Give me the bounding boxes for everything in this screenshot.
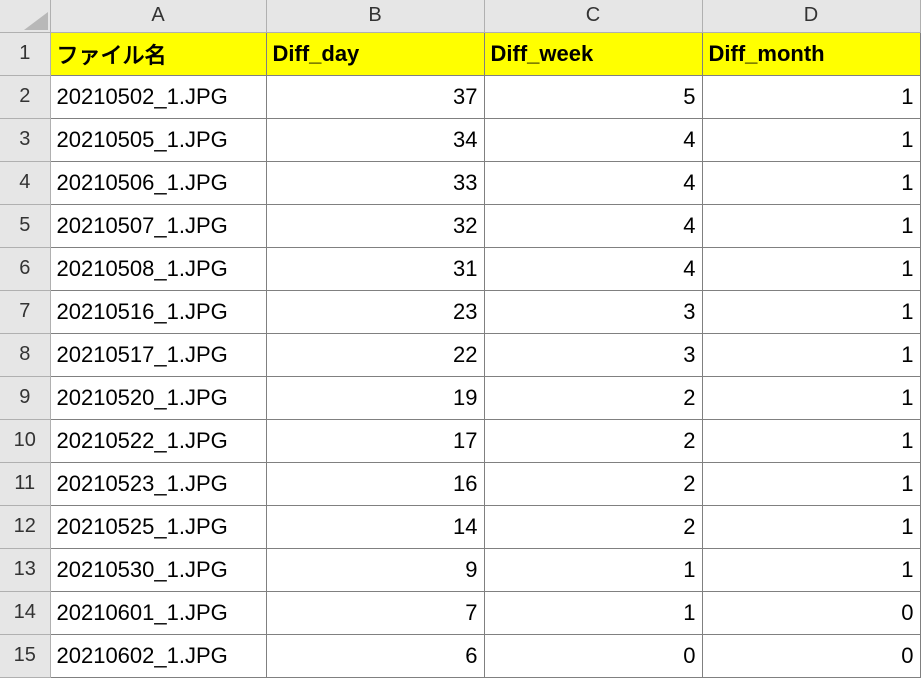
header-cell-diff-month[interactable]: Diff_month — [702, 32, 920, 75]
column-header-row: A B C D — [0, 0, 920, 32]
cell-filename[interactable]: 20210530_1.JPG — [50, 548, 266, 591]
cell-filename[interactable]: 20210601_1.JPG — [50, 591, 266, 634]
table-row: 5 20210507_1.JPG 32 4 1 — [0, 204, 920, 247]
cell-diff-month[interactable]: 1 — [702, 75, 920, 118]
cell-diff-day[interactable]: 34 — [266, 118, 484, 161]
cell-diff-day[interactable]: 33 — [266, 161, 484, 204]
row-head[interactable]: 2 — [0, 75, 50, 118]
cell-diff-week[interactable]: 1 — [484, 548, 702, 591]
row-head[interactable]: 13 — [0, 548, 50, 591]
cell-diff-day[interactable]: 6 — [266, 634, 484, 677]
table-row: 15 20210602_1.JPG 6 0 0 — [0, 634, 920, 677]
header-cell-diff-week[interactable]: Diff_week — [484, 32, 702, 75]
cell-filename[interactable]: 20210522_1.JPG — [50, 419, 266, 462]
cell-diff-day[interactable]: 22 — [266, 333, 484, 376]
cell-diff-week[interactable]: 2 — [484, 462, 702, 505]
select-all-corner[interactable] — [0, 0, 50, 32]
cell-diff-week[interactable]: 1 — [484, 591, 702, 634]
cell-diff-day[interactable]: 37 — [266, 75, 484, 118]
cell-filename[interactable]: 20210523_1.JPG — [50, 462, 266, 505]
table-row: 2 20210502_1.JPG 37 5 1 — [0, 75, 920, 118]
col-head-B[interactable]: B — [266, 0, 484, 32]
row-head[interactable]: 5 — [0, 204, 50, 247]
cell-diff-week[interactable]: 3 — [484, 333, 702, 376]
cell-diff-month[interactable]: 1 — [702, 118, 920, 161]
cell-diff-day[interactable]: 7 — [266, 591, 484, 634]
cell-diff-week[interactable]: 2 — [484, 376, 702, 419]
row-head[interactable]: 14 — [0, 591, 50, 634]
cell-filename[interactable]: 20210516_1.JPG — [50, 290, 266, 333]
cell-diff-week[interactable]: 3 — [484, 290, 702, 333]
cell-filename[interactable]: 20210520_1.JPG — [50, 376, 266, 419]
row-head-1[interactable]: 1 — [0, 32, 50, 75]
table-row: 12 20210525_1.JPG 14 2 1 — [0, 505, 920, 548]
table-row: 3 20210505_1.JPG 34 4 1 — [0, 118, 920, 161]
row-head[interactable]: 7 — [0, 290, 50, 333]
cell-diff-week[interactable]: 4 — [484, 118, 702, 161]
table-row: 9 20210520_1.JPG 19 2 1 — [0, 376, 920, 419]
table-row: 10 20210522_1.JPG 17 2 1 — [0, 419, 920, 462]
cell-diff-week[interactable]: 4 — [484, 161, 702, 204]
table-row: 1 ファイル名 Diff_day Diff_week Diff_month — [0, 32, 920, 75]
cell-filename[interactable]: 20210508_1.JPG — [50, 247, 266, 290]
cell-diff-month[interactable]: 1 — [702, 247, 920, 290]
cell-diff-month[interactable]: 0 — [702, 591, 920, 634]
col-head-A[interactable]: A — [50, 0, 266, 32]
row-head[interactable]: 8 — [0, 333, 50, 376]
row-head[interactable]: 6 — [0, 247, 50, 290]
col-head-D[interactable]: D — [702, 0, 920, 32]
cell-diff-day[interactable]: 17 — [266, 419, 484, 462]
cell-diff-day[interactable]: 14 — [266, 505, 484, 548]
cell-diff-month[interactable]: 0 — [702, 634, 920, 677]
header-cell-diff-day[interactable]: Diff_day — [266, 32, 484, 75]
cell-diff-month[interactable]: 1 — [702, 290, 920, 333]
row-head[interactable]: 15 — [0, 634, 50, 677]
cell-filename[interactable]: 20210525_1.JPG — [50, 505, 266, 548]
spreadsheet-grid[interactable]: A B C D 1 ファイル名 Diff_day Diff_week Diff_… — [0, 0, 921, 678]
cell-diff-day[interactable]: 23 — [266, 290, 484, 333]
row-head[interactable]: 11 — [0, 462, 50, 505]
row-head[interactable]: 3 — [0, 118, 50, 161]
cell-diff-day[interactable]: 31 — [266, 247, 484, 290]
cell-diff-month[interactable]: 1 — [702, 462, 920, 505]
cell-diff-day[interactable]: 9 — [266, 548, 484, 591]
cell-diff-week[interactable]: 5 — [484, 75, 702, 118]
table-row: 13 20210530_1.JPG 9 1 1 — [0, 548, 920, 591]
table-row: 7 20210516_1.JPG 23 3 1 — [0, 290, 920, 333]
table-row: 11 20210523_1.JPG 16 2 1 — [0, 462, 920, 505]
cell-diff-month[interactable]: 1 — [702, 376, 920, 419]
row-head[interactable]: 10 — [0, 419, 50, 462]
cell-filename[interactable]: 20210506_1.JPG — [50, 161, 266, 204]
col-head-C[interactable]: C — [484, 0, 702, 32]
row-head[interactable]: 9 — [0, 376, 50, 419]
cell-diff-day[interactable]: 32 — [266, 204, 484, 247]
cell-diff-day[interactable]: 16 — [266, 462, 484, 505]
table-row: 6 20210508_1.JPG 31 4 1 — [0, 247, 920, 290]
cell-filename[interactable]: 20210507_1.JPG — [50, 204, 266, 247]
cell-filename[interactable]: 20210502_1.JPG — [50, 75, 266, 118]
cell-diff-week[interactable]: 2 — [484, 419, 702, 462]
cell-diff-month[interactable]: 1 — [702, 161, 920, 204]
cell-diff-month[interactable]: 1 — [702, 548, 920, 591]
cell-filename[interactable]: 20210505_1.JPG — [50, 118, 266, 161]
cell-diff-week[interactable]: 2 — [484, 505, 702, 548]
cell-filename[interactable]: 20210602_1.JPG — [50, 634, 266, 677]
cell-filename[interactable]: 20210517_1.JPG — [50, 333, 266, 376]
table-row: 4 20210506_1.JPG 33 4 1 — [0, 161, 920, 204]
row-head[interactable]: 4 — [0, 161, 50, 204]
cell-diff-month[interactable]: 1 — [702, 419, 920, 462]
cell-diff-month[interactable]: 1 — [702, 333, 920, 376]
cell-diff-month[interactable]: 1 — [702, 505, 920, 548]
cell-diff-week[interactable]: 4 — [484, 204, 702, 247]
table-row: 8 20210517_1.JPG 22 3 1 — [0, 333, 920, 376]
cell-diff-month[interactable]: 1 — [702, 204, 920, 247]
cell-diff-week[interactable]: 0 — [484, 634, 702, 677]
cell-diff-week[interactable]: 4 — [484, 247, 702, 290]
header-cell-filename[interactable]: ファイル名 — [50, 32, 266, 75]
cell-diff-day[interactable]: 19 — [266, 376, 484, 419]
row-head[interactable]: 12 — [0, 505, 50, 548]
table-row: 14 20210601_1.JPG 7 1 0 — [0, 591, 920, 634]
